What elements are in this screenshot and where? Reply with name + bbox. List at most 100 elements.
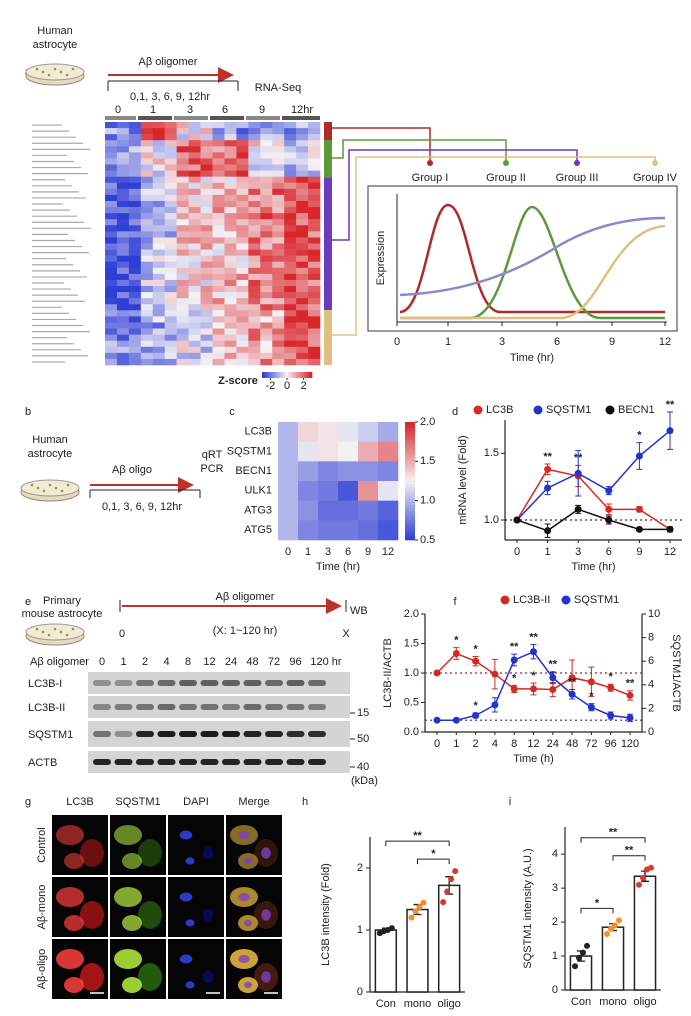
heatmap-texture (176, 152, 189, 159)
heatmap-texture (164, 279, 177, 287)
heatmap-texture (128, 176, 142, 184)
heatmap-texture (176, 279, 189, 287)
heatmap-texture (152, 225, 166, 232)
heatmap-texture (105, 334, 118, 341)
colorbar (405, 522, 415, 526)
colorbar-label: 2.0 (420, 416, 435, 428)
panel-letter: h (302, 796, 308, 808)
colorbar (405, 501, 415, 505)
heatmap-texture (248, 352, 261, 360)
heatmap-texture (152, 279, 166, 287)
heatmap-texture (224, 140, 237, 147)
heatmap-texture (105, 170, 118, 177)
label: PCR (200, 463, 223, 475)
colorbar (405, 430, 415, 435)
heatmap-texture (308, 182, 321, 190)
nucleus (244, 919, 252, 927)
heatmap-texture (248, 243, 261, 250)
heatmap-texture (152, 334, 166, 341)
point (635, 452, 643, 460)
heatmap-texture (200, 213, 213, 220)
cell-signal (80, 963, 104, 991)
heatmap-texture (176, 176, 189, 184)
heatmap-texture (128, 322, 142, 329)
heatmap-texture (105, 255, 118, 263)
heatmap-texture (296, 279, 309, 287)
cell-signal (114, 825, 142, 845)
heatmap-texture (224, 188, 237, 196)
heatmap-texture (164, 231, 177, 238)
heatmap-texture (212, 219, 225, 226)
label: 50 (357, 733, 369, 745)
heatmap-texture (200, 304, 213, 311)
heatmap-texture (200, 207, 213, 214)
blot-band (136, 704, 154, 710)
heatmap-texture (200, 249, 213, 256)
heatmap-texture (224, 310, 237, 317)
heatmap-texture (200, 322, 213, 329)
cell-icon (35, 67, 39, 71)
heatmap-texture (105, 158, 118, 165)
significance: ** (626, 678, 635, 690)
label: Human (37, 25, 72, 37)
heatmap-texture (260, 225, 273, 232)
heatmap-texture (308, 237, 321, 244)
blot-band (222, 731, 240, 737)
heatmap-texture (116, 352, 130, 360)
heatmap-texture (128, 334, 142, 341)
lane-label: 4 (163, 656, 169, 668)
cell-signal (122, 915, 142, 931)
heatmap-texture (140, 225, 154, 232)
heatmap-texture (308, 213, 321, 220)
heatmap-texture (236, 249, 249, 256)
point (433, 669, 441, 677)
heatmap-cell (318, 441, 339, 462)
heatmap-texture (284, 273, 297, 281)
significance: * (473, 700, 478, 712)
heatmap-texture (296, 182, 309, 190)
heatmap-cell (378, 500, 399, 521)
heatmap-cell (278, 441, 299, 462)
heatmap-texture (116, 267, 130, 275)
significance-bracket (417, 858, 450, 865)
heatmap-texture (260, 340, 273, 348)
heatmap-texture (176, 146, 189, 153)
heatmap-texture (140, 316, 154, 323)
heatmap-texture (164, 249, 177, 256)
colorbar (405, 504, 415, 508)
schematic-curve (399, 203, 665, 314)
heatmap-texture (272, 358, 285, 366)
heatmap-texture (272, 152, 285, 159)
data-point (416, 904, 423, 911)
heatmap-texture (212, 292, 225, 299)
heatmap-texture (152, 267, 166, 275)
heatmap-texture (164, 292, 177, 299)
heatmap-texture (128, 279, 142, 287)
heatmap-cell (278, 422, 299, 442)
heatmap-texture (308, 219, 321, 226)
heatmap-texture (105, 261, 118, 269)
point (513, 516, 521, 524)
heatmap-texture (284, 152, 297, 159)
y2-tick-label: 2 (648, 702, 654, 714)
heatmap-texture (248, 273, 261, 281)
colorbar (405, 507, 415, 511)
heatmap-texture (128, 304, 142, 311)
heatmap-texture (284, 255, 297, 263)
heatmap-texture (105, 152, 118, 159)
heatmap-texture (105, 194, 118, 202)
heatmap-texture (260, 182, 273, 190)
colorbar-label: 1.0 (420, 495, 435, 507)
heatmap-texture (105, 128, 118, 135)
heatmap-texture (212, 140, 225, 147)
heatmap-texture (152, 188, 166, 196)
schematic-curve (400, 224, 666, 320)
heatmap-texture (116, 146, 130, 153)
heatmap-texture (248, 128, 261, 135)
heatmap-texture (152, 134, 166, 141)
heatmap-texture (248, 134, 261, 141)
heatmap-cell (278, 461, 299, 482)
zscore-colorbar (302, 372, 305, 378)
heatmap-texture (116, 140, 130, 147)
blot (88, 696, 350, 718)
